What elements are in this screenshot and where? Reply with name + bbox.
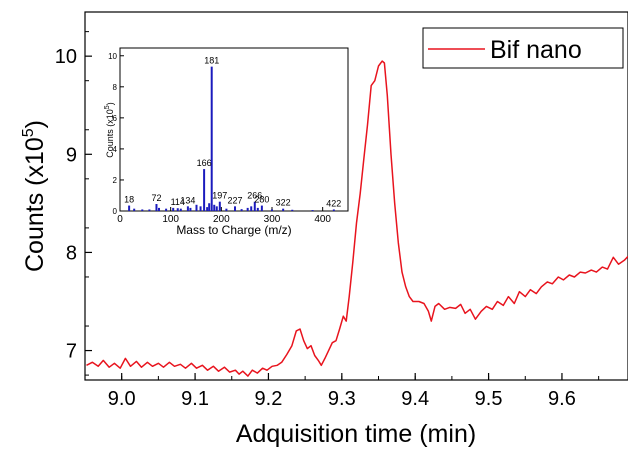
inset-background xyxy=(103,42,347,212)
legend-label: Bif nano xyxy=(490,36,582,64)
inset-peaks xyxy=(128,66,335,211)
inset-y-tick-label: 0 xyxy=(113,207,118,216)
y-tick-label: 10 xyxy=(55,46,77,68)
x-tick-label: 9.5 xyxy=(475,388,503,410)
main-plot-frame xyxy=(84,11,628,381)
y-tick-label: 8 xyxy=(66,242,77,264)
inset-y-tick-label: 6 xyxy=(113,114,118,123)
inset-x-tick-label: 100 xyxy=(162,214,179,225)
main-axis-ticks xyxy=(84,31,600,380)
y-tick-label: 7 xyxy=(66,341,77,363)
inset-y-tick-label: 2 xyxy=(113,176,118,185)
main-x-axis-label: Adquisition time (min) xyxy=(236,420,476,448)
inset-x-tick-label: 0 xyxy=(117,214,123,225)
peak-label: 114 xyxy=(171,197,185,207)
x-tick-label: 9.3 xyxy=(328,388,356,410)
x-tick-label: 9.2 xyxy=(255,388,283,410)
peak-label: 266 xyxy=(247,191,262,201)
legend-box xyxy=(422,27,624,69)
main-y-axis-label: Counts (x105) xyxy=(20,120,49,272)
y-tick-label: 9 xyxy=(66,144,77,166)
peak-label: 197 xyxy=(212,191,227,201)
inset-y-axis-label: Counts (x105) xyxy=(104,102,115,157)
peak-label: 181 xyxy=(204,56,219,66)
x-tick-label: 9.0 xyxy=(108,388,136,410)
x-tick-label: 9.6 xyxy=(548,388,576,410)
peak-label: 227 xyxy=(227,195,242,205)
peak-label: 72 xyxy=(151,193,161,203)
peak-label: 422 xyxy=(326,198,341,208)
inset-y-tick-label: 8 xyxy=(113,83,118,92)
peak-label: 134 xyxy=(180,195,195,205)
main-tick-labels: 9.0 9.1 9.2 9.3 9.4 9.5 9.6 7 8 9 10 xyxy=(55,46,576,410)
legend: Bif nano xyxy=(422,27,624,69)
inset-x-tick-label: 300 xyxy=(264,214,281,225)
peak-label: 18 xyxy=(124,195,134,205)
peak-label: 166 xyxy=(197,158,212,168)
inset-y-tick-label: 10 xyxy=(108,52,117,61)
bif-nano-trace xyxy=(86,60,628,377)
peak-label: 280 xyxy=(254,195,269,205)
inset-y-tick-label: 4 xyxy=(113,145,118,154)
inset-tick-labels: 0 100 200 300 400 0 2 4 6 8 10 xyxy=(108,52,331,225)
inset-x-tick-label: 200 xyxy=(213,214,230,225)
x-tick-label: 9.1 xyxy=(181,388,209,410)
inset-x-tick-label: 400 xyxy=(314,214,331,225)
inset-plot-frame xyxy=(119,47,349,212)
peak-label: 322 xyxy=(276,198,291,208)
x-tick-label: 9.4 xyxy=(401,388,429,410)
inset-x-axis-label: Mass to Charge (m/z) xyxy=(176,223,291,237)
